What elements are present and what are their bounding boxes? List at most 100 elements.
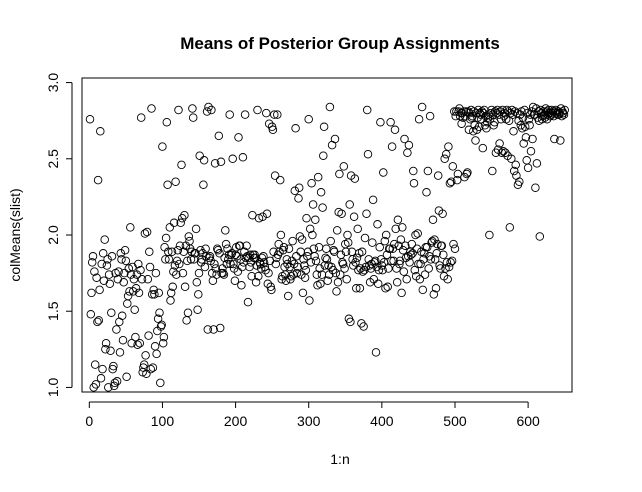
data-point — [178, 268, 188, 278]
data-point — [387, 142, 397, 151]
data-point — [520, 122, 530, 132]
data-point — [328, 265, 338, 275]
data-point — [482, 124, 491, 133]
data-point — [342, 274, 351, 284]
data-point — [321, 253, 330, 263]
data-point — [107, 252, 117, 261]
data-point — [137, 274, 147, 284]
data-point — [505, 223, 515, 232]
data-point — [129, 274, 139, 284]
data-point — [323, 276, 332, 285]
data-point — [368, 195, 378, 205]
data-point — [149, 285, 158, 295]
data-point — [369, 274, 379, 284]
data-point — [351, 258, 360, 267]
data-point — [258, 212, 267, 221]
data-point — [438, 209, 447, 218]
data-point — [117, 311, 127, 321]
data-point — [432, 249, 441, 258]
data-point — [448, 162, 458, 171]
data-point — [441, 149, 451, 159]
data-point — [357, 247, 367, 257]
data-point — [308, 200, 318, 209]
data-point — [294, 194, 303, 203]
data-point — [422, 188, 431, 197]
data-point — [245, 262, 254, 272]
data-point — [90, 267, 99, 276]
data-point — [334, 207, 343, 217]
data-point — [230, 276, 240, 285]
data-point — [148, 363, 158, 372]
data-point — [349, 212, 359, 221]
data-point — [463, 168, 472, 177]
data-point — [430, 255, 440, 264]
data-point — [325, 102, 335, 112]
data-point — [472, 125, 482, 135]
data-point — [118, 335, 128, 345]
x-tick-label: 100 — [151, 413, 175, 429]
plot-frame — [81, 77, 573, 393]
data-point — [173, 245, 183, 255]
data-point — [449, 239, 458, 249]
y-tick-label: 2.0 — [45, 225, 61, 245]
data-point — [526, 146, 536, 156]
data-point — [270, 110, 279, 119]
data-point — [262, 209, 272, 218]
data-point — [229, 259, 238, 269]
data-point — [304, 114, 313, 124]
data-point — [373, 279, 383, 289]
data-point — [94, 316, 104, 325]
data-point — [101, 338, 111, 348]
data-point — [89, 383, 98, 392]
x-tick-label: 300 — [297, 413, 321, 429]
data-point — [397, 288, 406, 298]
data-point — [108, 364, 117, 374]
data-point — [306, 258, 316, 267]
data-point — [400, 134, 409, 144]
data-point — [158, 142, 167, 151]
data-point — [343, 238, 353, 247]
data-point — [340, 264, 349, 273]
data-point — [153, 314, 163, 324]
data-point — [98, 249, 108, 258]
data-point — [175, 259, 184, 269]
data-point — [338, 259, 348, 269]
data-point — [531, 183, 540, 192]
data-point — [333, 278, 343, 287]
data-point — [423, 166, 433, 176]
data-point — [305, 296, 314, 305]
data-point — [412, 244, 422, 253]
data-point — [467, 113, 477, 122]
data-point — [142, 369, 151, 378]
data-point — [355, 284, 365, 293]
data-point — [311, 256, 321, 266]
data-point — [180, 282, 190, 292]
data-point — [257, 253, 267, 263]
data-point — [165, 223, 175, 232]
data-point — [414, 114, 424, 124]
data-point — [205, 252, 215, 261]
data-point — [428, 215, 438, 225]
x-axis-title: 1:n — [330, 451, 349, 467]
data-point — [470, 121, 479, 130]
data-point — [294, 183, 304, 192]
y-axis: 1.0 1.5 2.0 2.5 3.0 — [45, 73, 73, 397]
data-point — [414, 259, 423, 269]
data-point — [96, 127, 105, 136]
y-tick-label: 1.5 — [45, 301, 61, 321]
data-point — [409, 166, 418, 176]
data-point — [163, 180, 172, 189]
data-point — [290, 186, 300, 196]
data-point — [150, 290, 159, 299]
data-point — [101, 345, 110, 354]
data-point — [250, 250, 259, 260]
data-point — [237, 262, 247, 272]
data-point — [96, 374, 106, 383]
data-point — [157, 320, 166, 330]
data-point — [142, 227, 152, 237]
data-point — [316, 279, 325, 289]
data-point — [339, 162, 349, 171]
data-point — [99, 276, 109, 285]
data-point — [92, 273, 101, 282]
data-point — [194, 268, 204, 278]
